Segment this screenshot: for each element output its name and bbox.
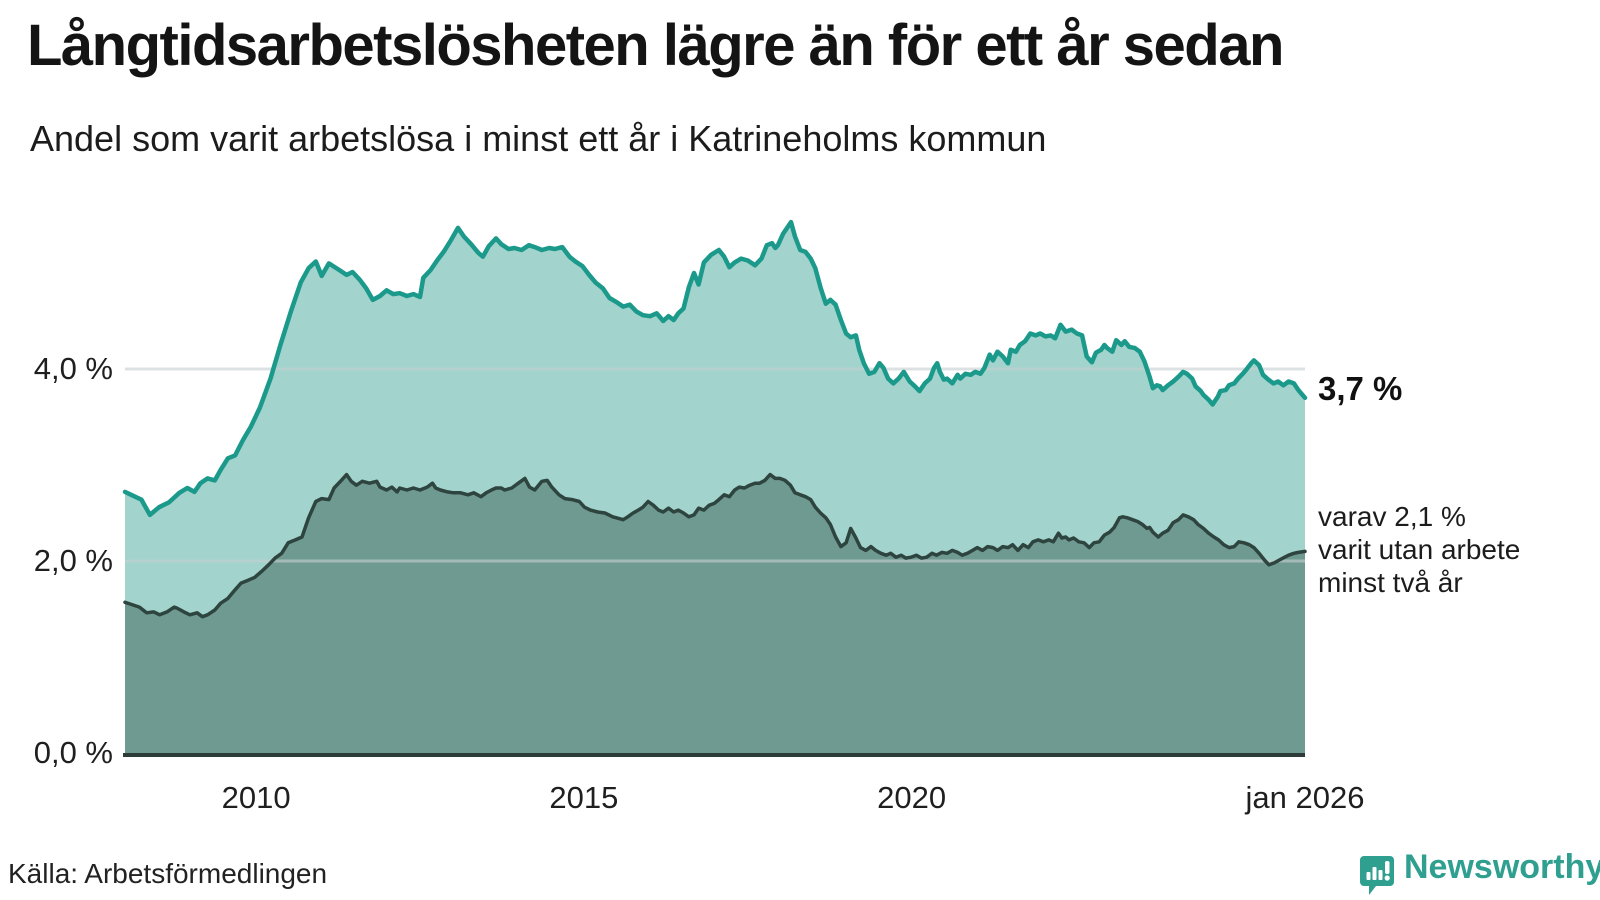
chart-subtitle: Andel som varit arbetslösa i minst ett å…	[30, 118, 1047, 159]
newsworthy-logo-icon	[1360, 856, 1394, 895]
end-value-label-total: 3,7 %	[1318, 370, 1403, 407]
x-tick-label-jan-2026: jan 2026	[1245, 780, 1365, 815]
end-note-two-years: varav 2,1 % varit utan arbete minst två år	[1318, 500, 1520, 599]
brand-name: Newsworthy	[1404, 848, 1600, 886]
x-tick-label-2015: 2015	[549, 780, 619, 815]
y-tick-label-0: 0,0 %	[33, 735, 113, 770]
source-caption: Källa: Arbetsförmedlingen	[8, 858, 328, 889]
line-series-0	[122, 219, 1308, 518]
x-tick-label-2010: 2010	[221, 780, 291, 815]
line-series-1	[123, 472, 1307, 619]
end-note-line: minst två år	[1318, 567, 1463, 598]
x-tick-label-2020: 2020	[877, 780, 947, 815]
end-note-line: varit utan arbete	[1318, 534, 1521, 565]
y-tick-label-4: 4,0 %	[33, 351, 113, 386]
page-title: Långtidsarbetslösheten lägre än för ett …	[27, 13, 1284, 78]
y-tick-label-2: 2,0 %	[33, 543, 113, 578]
area-fill-series-1	[125, 474, 1305, 753]
end-note-line: varav 2,1 %	[1318, 501, 1466, 532]
